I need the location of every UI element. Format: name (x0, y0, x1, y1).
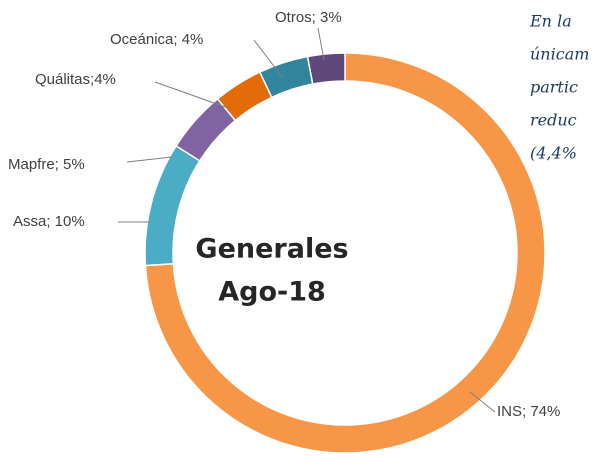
data-label: Quálitas;4% (35, 71, 116, 88)
center-text: Ago-18 (218, 277, 326, 308)
data-label: Mapfre; 5% (8, 156, 85, 173)
center-text: Generales (195, 234, 348, 265)
annotation-line: (4,4% (530, 144, 577, 163)
data-label: INS; 74% (497, 403, 560, 420)
annotation-line: únicam (530, 45, 589, 64)
data-label: Oceánica; 4% (110, 31, 203, 48)
leader-line (154, 81, 229, 109)
annotation-line: En la (529, 12, 572, 31)
leader-line (126, 156, 173, 163)
annotation-line: reduc (530, 111, 577, 130)
donut-segment (144, 144, 201, 267)
donut-segment (144, 52, 546, 454)
leader-line (253, 39, 284, 79)
data-label: Otros; 3% (275, 9, 342, 26)
annotation-line: partic (530, 78, 578, 97)
data-label: Assa; 10% (13, 213, 85, 230)
donut-segment (306, 52, 346, 85)
leader-line (469, 391, 496, 413)
leader-line (317, 27, 325, 61)
